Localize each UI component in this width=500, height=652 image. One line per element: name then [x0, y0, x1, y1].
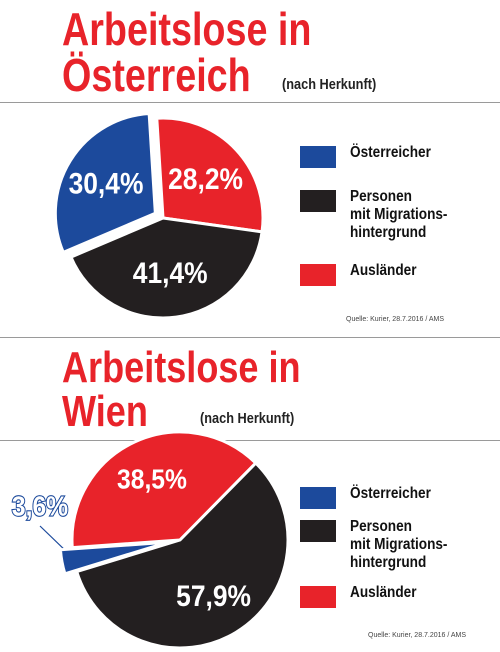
pie-slice-auslaender — [70, 430, 258, 550]
pie-slice-personen-mit-migrationshintergrund — [75, 461, 290, 650]
chart1-legend-oesterreicher: Österreicher — [300, 144, 445, 168]
legend-swatch-oesterreicher — [300, 146, 336, 168]
pie-label-oesterreicher: 30,4% — [69, 166, 144, 200]
legend-label-auslaender: Ausländer — [350, 262, 417, 279]
legend-label-auslaender: Ausländer — [350, 584, 417, 601]
legend-swatch-auslaender — [300, 586, 336, 608]
chart1-legend-auslaender: Ausländer — [300, 262, 428, 286]
pie-slice-oesterreicher — [53, 111, 157, 254]
pie-label-auslaender: 38,5% — [117, 463, 187, 495]
pie-slice-personen-mit-migrationshintergrund — [69, 216, 264, 320]
chart1-top-rule — [0, 102, 500, 103]
legend-swatch-oesterreicher — [300, 487, 336, 509]
legend-label-migration: Personen mit Migrations- hintergrund — [350, 518, 448, 571]
chart2-top-rule — [0, 440, 500, 441]
legend-label-oesterreicher: Österreicher — [350, 144, 431, 161]
chart2-legend-auslaender: Ausländer — [300, 584, 428, 608]
legend-label-migration: Personen mit Migrations- hintergrund — [350, 188, 448, 241]
pie-label-personen-mit-migrationshintergrund: 57,9% — [176, 578, 251, 612]
chart2-legend-oesterreicher: Österreicher — [300, 485, 445, 509]
legend-swatch-migration — [300, 190, 336, 212]
chart2-legend-migration: Personen mit Migrations- hintergrund — [300, 518, 465, 572]
chart1-title-line2: Österreich — [62, 49, 251, 101]
pie-label-personen-mit-migrationshintergrund: 41,4% — [133, 256, 208, 290]
chart2-subtitle: (nach Herkunft) — [200, 410, 295, 427]
panel-divider — [0, 337, 500, 338]
chart2-pie: 3,6% 38,5% 57,9% — [11, 430, 290, 650]
pie-label-auslaender: 28,2% — [168, 162, 243, 196]
chart1-subtitle: (nach Herkunft) — [282, 76, 377, 93]
legend-swatch-auslaender — [300, 264, 336, 286]
chart1-pie: 30,4% 28,2% 41,4% — [53, 111, 265, 320]
chart2-title-line1: Arbeitslose in — [62, 343, 301, 392]
pie-label-oesterreicher: 3,6% — [12, 490, 68, 522]
pie-slice-auslaender — [155, 116, 265, 234]
chart1-title-line1: Arbeitslose in — [62, 3, 312, 55]
pie-slice-oesterreicher — [58, 540, 170, 576]
chart1-legend-migration: Personen mit Migrations- hintergrund — [300, 188, 465, 242]
chart1-source: Quelle: Kurier, 28.7.2016 / AMS — [346, 316, 445, 323]
chart2-source: Quelle: Kurier, 28.7.2016 / AMS — [368, 632, 467, 639]
legend-label-oesterreicher: Österreicher — [350, 485, 431, 502]
legend-swatch-migration — [300, 520, 336, 542]
chart2-title-line2: Wien — [62, 387, 148, 436]
